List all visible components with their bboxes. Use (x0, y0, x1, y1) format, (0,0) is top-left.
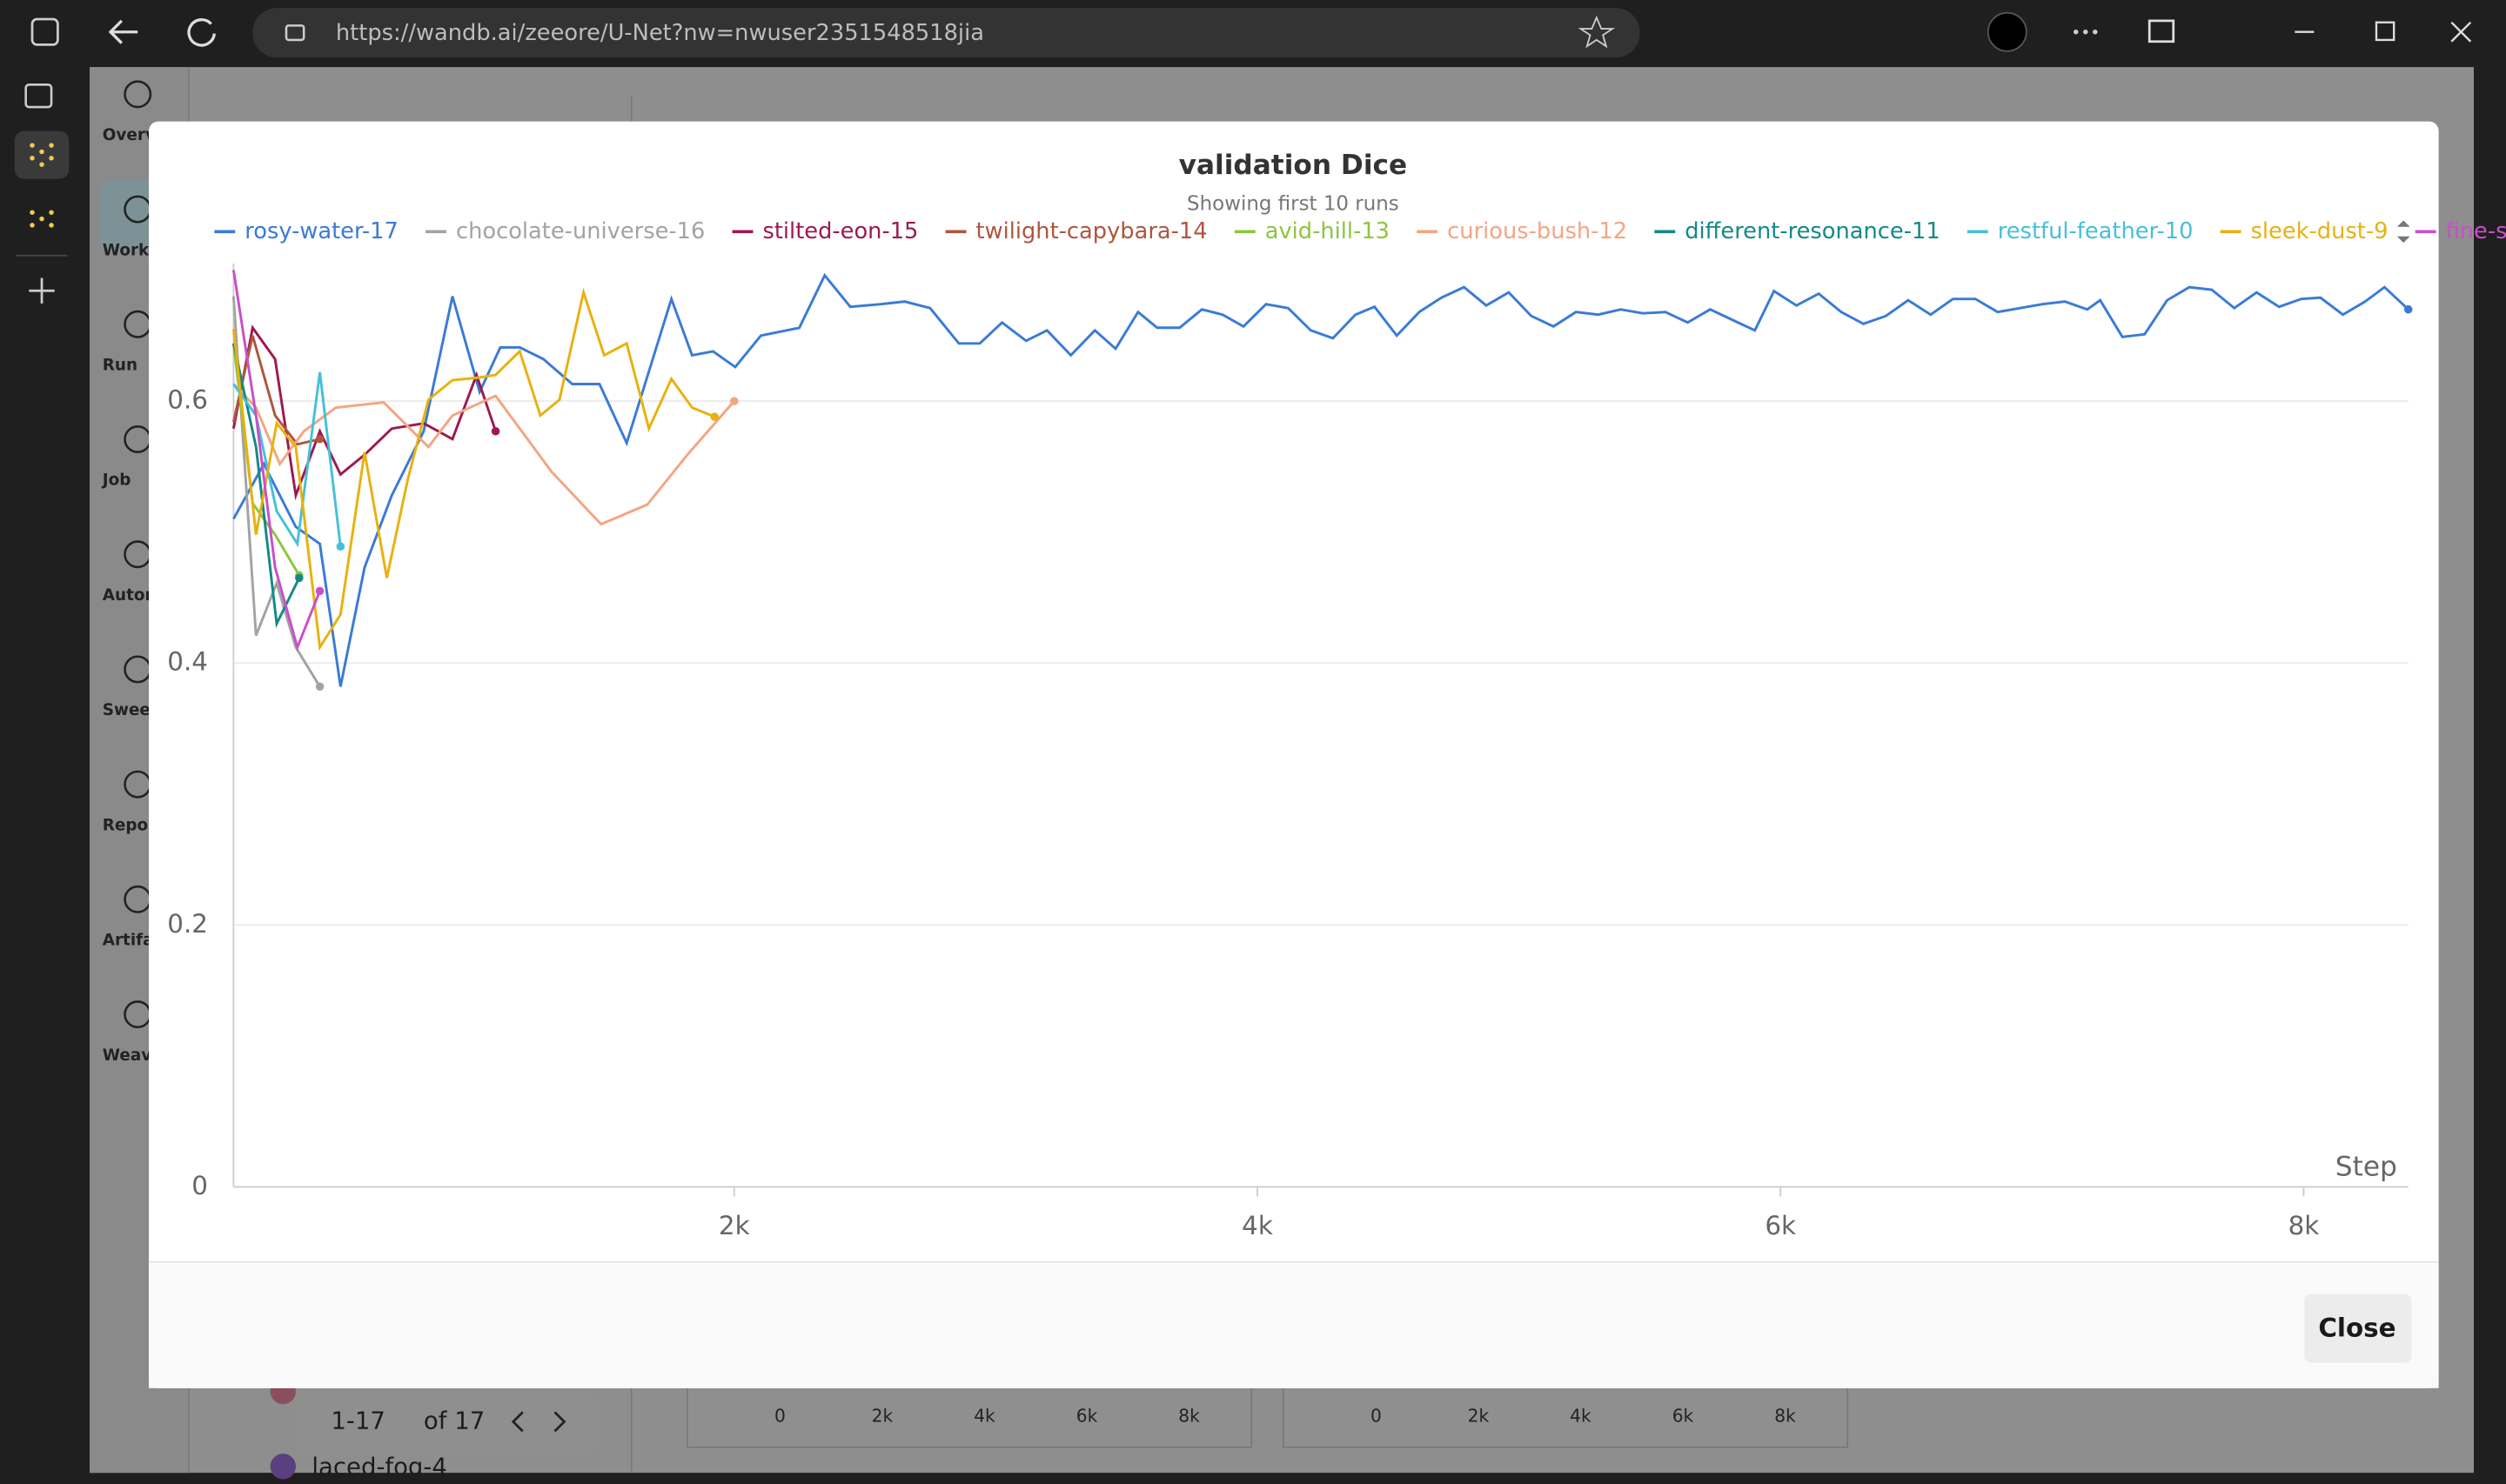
mini-tick-label: 8k (1178, 1405, 1200, 1426)
x-tick-label: 4k (1242, 1211, 1273, 1240)
mini-tick-label: 4k (974, 1405, 995, 1426)
y-tick-label: 0.4 (167, 647, 208, 677)
series-end-dot (710, 412, 719, 421)
mini-tick-label: 0 (774, 1405, 786, 1426)
mini-tick-label: 8k (1774, 1405, 1796, 1426)
mini-chart (1282, 1386, 1849, 1448)
legend-label[interactable]: fine-sea-8 (2446, 218, 2506, 244)
more-menu[interactable] (2073, 29, 2098, 35)
x-tick-label: 6k (1765, 1211, 1796, 1240)
favorite-icon[interactable] (1578, 15, 1616, 49)
modal-footer (149, 1263, 2439, 1388)
sidebar-label[interactable]: Job (101, 471, 131, 490)
legend-label[interactable]: restful-feather-10 (1998, 218, 2194, 244)
chart-title: validation Dice (1179, 150, 1408, 181)
sidebar-label[interactable]: Weav (103, 1046, 151, 1065)
restore-button[interactable] (2375, 21, 2395, 42)
rail-wandb-icon (30, 143, 54, 228)
series-end-dot (295, 573, 304, 583)
pagination-arrows[interactable] (511, 1411, 566, 1433)
close-window-button[interactable] (2450, 21, 2472, 43)
mini-chart (687, 1386, 1253, 1448)
series-end-dot (491, 426, 500, 436)
sidebar-label[interactable]: Autom (103, 586, 162, 605)
sidebar-label[interactable]: Swee (103, 701, 151, 719)
sidebar-label[interactable]: Overvi (103, 126, 161, 144)
sidebar-items: OverviWorkspRunJobAutomSweeReporArtifaWe… (101, 80, 170, 1065)
series-line (232, 272, 2409, 687)
series-line (231, 270, 321, 652)
pagination-box (298, 1389, 595, 1457)
legend-scroll[interactable] (2396, 220, 2410, 244)
run-color-dot (270, 1454, 297, 1480)
mini-tick-label: 2k (1468, 1405, 1490, 1426)
x-axis-label: Step (2335, 1151, 2397, 1182)
mini-tick-label: 6k (1672, 1405, 1694, 1426)
legend-label[interactable]: different-resonance-11 (1685, 218, 1940, 244)
series-line (231, 335, 320, 446)
series-line (231, 287, 715, 652)
y-tick-label: 0.6 (167, 385, 208, 415)
address-bar[interactable] (252, 8, 1640, 58)
mini-tick-label: 0 (1370, 1405, 1382, 1426)
mini-tick-label: 6k (1076, 1405, 1098, 1426)
rail-icon-active[interactable] (14, 130, 70, 179)
series-end-dot (336, 542, 345, 551)
legend-label[interactable]: rosy-water-17 (245, 218, 399, 244)
series-end-dot (729, 397, 739, 405)
y-tick-label: 0.2 (167, 909, 208, 939)
mini-tick-label: 2k (872, 1405, 894, 1426)
run-name[interactable]: laced-fog-4 (312, 1454, 446, 1481)
series-end-dot (2403, 304, 2413, 314)
modal (149, 121, 2439, 1388)
legend-label[interactable]: chocolate-universe-16 (456, 218, 705, 244)
series-end-dot (315, 586, 325, 596)
lock-icon (285, 24, 305, 42)
add-button[interactable] (29, 277, 55, 304)
pagination-total: of 17 (424, 1407, 485, 1434)
sidebar-toggle[interactable] (2148, 19, 2175, 43)
sidebar-label[interactable]: Artifa (103, 932, 154, 950)
scrollbar (2473, 67, 2506, 1484)
series-end-dot (315, 434, 325, 444)
legend-label[interactable]: curious-bush-12 (1447, 218, 1627, 244)
sidebar-label[interactable]: Repor (103, 816, 156, 834)
sidebar-label[interactable]: Run (103, 357, 137, 375)
pagination[interactable]: 1-17 (331, 1407, 385, 1434)
reload-button[interactable] (187, 17, 216, 47)
x-tick-label: 2k (719, 1211, 750, 1240)
chart-subtitle: Showing first 10 runs (1187, 193, 1399, 216)
series-end-dot (315, 682, 325, 692)
series-line (232, 371, 342, 548)
series-line (231, 296, 321, 688)
legend-label[interactable]: sleek-dust-9 (2251, 218, 2389, 244)
sidebar-icon[interactable] (124, 80, 152, 109)
back-button[interactable] (108, 19, 138, 44)
legend-label[interactable]: stilted-eon-15 (762, 218, 918, 244)
series-line (231, 324, 498, 501)
plot: 0 0.2 0.4 0.6 2k 4k 6k 8k rosy-water-17 chocolate… (167, 218, 2506, 1240)
legend-label[interactable]: avid-hill-13 (1265, 218, 1390, 244)
legend-label[interactable]: twilight-capybara-14 (976, 218, 1208, 244)
mini-tick-label: 4k (1570, 1405, 1591, 1426)
series-line (231, 343, 301, 629)
close-label[interactable]: Close (2318, 1313, 2395, 1342)
series-line (232, 383, 735, 526)
tabs-icon[interactable] (30, 17, 59, 46)
close-button[interactable] (2304, 1293, 2412, 1363)
mini-axes: 0 2k 4k 6k 8k 0 2k 4k 6k 8k (774, 1405, 1796, 1426)
url: https://wandb.ai/zeeore/U-Net?nw=nwuser2… (336, 20, 984, 46)
y-tick-label: 0 (191, 1171, 208, 1200)
x-tick-label: 8k (2288, 1211, 2320, 1240)
profile-avatar[interactable] (1987, 11, 2027, 52)
rail-icon[interactable] (24, 84, 53, 109)
